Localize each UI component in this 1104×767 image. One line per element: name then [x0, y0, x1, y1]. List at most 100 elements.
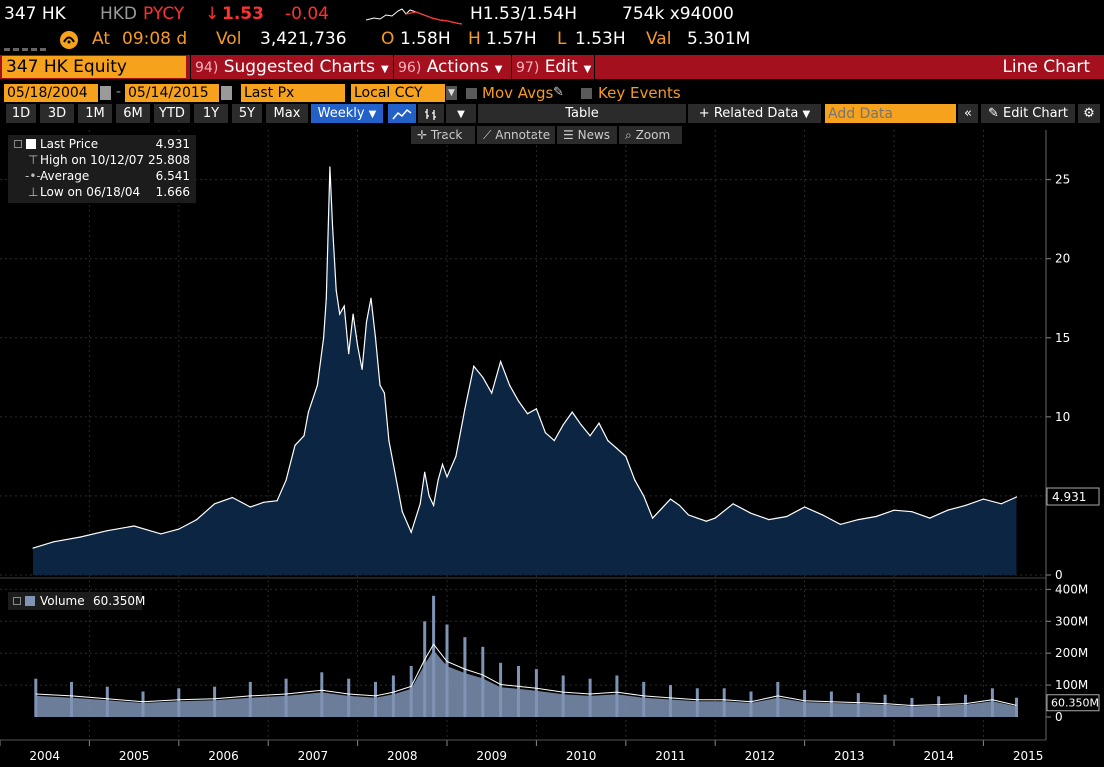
high-price: 1.57H [486, 29, 537, 49]
price-tick-label: 25 [1055, 173, 1070, 187]
gear-icon[interactable]: ⚙ [1078, 104, 1100, 123]
price-point [607, 440, 609, 442]
key-events-label: Key Events [598, 84, 681, 102]
edit-chart-button[interactable]: ✎ Edit Chart [981, 104, 1075, 123]
traded-value: 5.301M [687, 29, 751, 49]
suggested-charts-menu[interactable]: 94) Suggested Charts ▼ [190, 55, 392, 79]
legend-low: ⊥ Low on 06/18/04 1.666 [8, 184, 196, 200]
swatch-icon [26, 139, 36, 149]
period-label: Weekly [317, 106, 365, 121]
suggested-charts-label: Suggested Charts [223, 57, 376, 77]
price-point [379, 384, 381, 386]
range-1m-button[interactable]: 1M [78, 104, 112, 123]
price-point [705, 520, 707, 522]
price-point [325, 297, 327, 299]
price-point [332, 226, 334, 228]
edit-menu[interactable]: 97) Edit ▼ [511, 55, 595, 79]
table-button[interactable]: Table [478, 104, 686, 123]
range-1y-button[interactable]: 1Y [194, 104, 228, 123]
price-point [339, 313, 341, 315]
price-point [294, 444, 296, 446]
price-point [285, 479, 287, 481]
pycy-label: PYCY [143, 4, 185, 24]
value-label: Val [646, 29, 672, 49]
net-change: -0.04 [285, 4, 329, 24]
high-label: H [468, 29, 481, 49]
price-point [616, 447, 618, 450]
average-marker-icon: -•- [25, 169, 41, 183]
low-marker-icon: ⊥ [28, 185, 39, 199]
price-point [178, 528, 180, 530]
chevron-down-icon: ▼ [583, 64, 592, 75]
price-point [491, 392, 493, 394]
legend-label: Average [40, 169, 90, 183]
chevron-down-icon: ▼ [457, 109, 465, 120]
volume-y-axis: 0 100M 200M 300M 400M 60.350M [1046, 582, 1100, 724]
collapse-icon[interactable] [13, 597, 21, 605]
security-field[interactable]: 347 HK Equity [2, 56, 186, 78]
low-label: L [557, 29, 567, 49]
ticker-symbol: 347 HK [4, 4, 66, 24]
price-point [634, 479, 636, 481]
zoom-button[interactable]: ⌕ Zoom [619, 126, 682, 144]
price-point [441, 463, 444, 465]
news-icon: ☰ [563, 128, 574, 142]
key-events-checkbox[interactable] [581, 88, 592, 99]
field-selector[interactable]: Last Px [241, 84, 345, 102]
sparkline [365, 6, 463, 31]
calendar-icon[interactable] [100, 86, 111, 100]
price-point [669, 498, 672, 500]
price-legend: Last Price 4.931 ⊤ High on 10/12/07 25.8… [8, 135, 196, 203]
year-label: 2009 [476, 749, 507, 763]
collapse-icon[interactable]: « [958, 104, 978, 123]
price-point [106, 530, 108, 532]
range-3d-button[interactable]: 3D [40, 104, 74, 123]
price-point [517, 400, 520, 402]
range-6m-button[interactable]: 6M [116, 104, 150, 123]
start-date-field[interactable]: 05/18/2004 [4, 84, 98, 102]
line-chart-icon[interactable] [388, 104, 416, 123]
last-price-tag-label: 4.931 [1052, 490, 1086, 504]
collapse-icon[interactable] [14, 140, 22, 148]
chevron-down-icon: ▼ [368, 109, 377, 120]
price-point [500, 360, 502, 363]
price-tick-label: 0 [1055, 568, 1063, 582]
price-point [786, 515, 788, 518]
end-date-field[interactable]: 05/14/2015 [125, 84, 219, 102]
price-point [1000, 503, 1002, 505]
related-data-menu[interactable]: + Related Data ▼ [688, 104, 821, 123]
legend-label: Low on 06/18/04 [40, 185, 141, 199]
chevron-down-icon[interactable]: ▼ [446, 86, 457, 100]
calendar-icon[interactable] [221, 86, 232, 100]
bar-chart-icon[interactable] [418, 104, 444, 123]
range-5y-button[interactable]: 5Y [232, 104, 262, 123]
price-point [750, 512, 752, 514]
add-data-input[interactable] [825, 104, 956, 123]
currency-code: HKD [100, 4, 138, 24]
range-1d-button[interactable]: 1D [6, 104, 36, 123]
currency-selector[interactable]: Local CCY [351, 84, 445, 102]
track-button[interactable]: ✛ Track [411, 126, 475, 144]
price-line [32, 166, 1017, 549]
volume-base [35, 650, 1017, 717]
legend-value: 6.541 [155, 169, 190, 183]
legend-label: Last Price [40, 137, 99, 151]
period-selector[interactable]: Weekly ▼ [311, 104, 383, 123]
plus-icon: + [698, 106, 710, 121]
price-point [196, 519, 198, 521]
low-price: 1.53H [575, 29, 626, 49]
range-max-button[interactable]: Max [266, 104, 308, 123]
actions-menu[interactable]: 96) Actions ▼ [393, 55, 510, 79]
chart-style-dropdown[interactable]: ▼ [446, 104, 476, 123]
price-point [643, 495, 645, 497]
news-button[interactable]: ☰ News [557, 126, 617, 144]
time-x-axis: 2004 2005 2006 2007 2008 2009 2010 2011 2012 2013… [0, 740, 1043, 763]
pencil-icon[interactable]: ✎ [553, 85, 564, 100]
gridlines [0, 130, 1046, 740]
price-plot [32, 166, 1018, 575]
price-point [982, 498, 985, 500]
mov-avgs-checkbox[interactable] [466, 88, 477, 99]
price-point [482, 376, 484, 378]
range-ytd-button[interactable]: YTD [154, 104, 190, 123]
